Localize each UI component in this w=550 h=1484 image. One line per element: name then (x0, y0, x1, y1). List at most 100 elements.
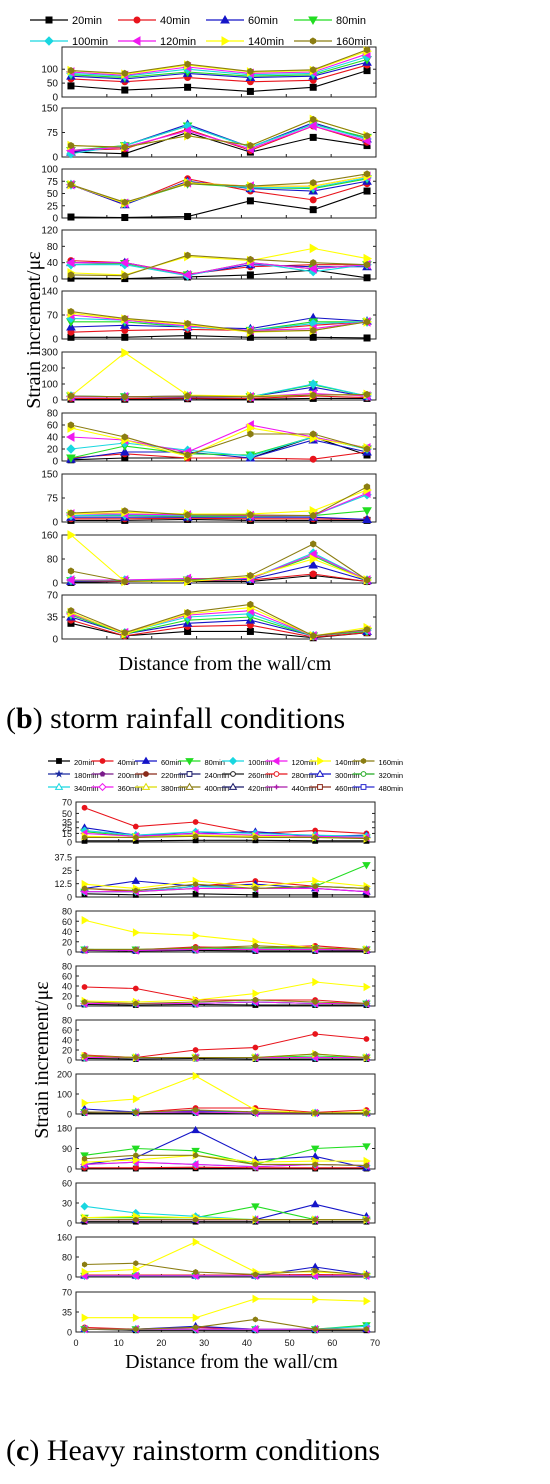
data-point (312, 1051, 318, 1057)
data-point (81, 834, 88, 841)
series-line (70, 439, 368, 460)
data-point (309, 206, 317, 214)
data-point (363, 318, 371, 326)
data-point (252, 1294, 260, 1304)
data-point (363, 483, 371, 491)
data-point (184, 180, 191, 188)
legend-marker (317, 756, 325, 766)
legend-marker (98, 782, 107, 792)
legend-item: 160min (294, 36, 372, 48)
data-point (252, 989, 260, 998)
x-tick-label: 50 (285, 1338, 295, 1348)
y-tick-label: 140 (41, 287, 58, 298)
data-point (312, 876, 320, 886)
x-tick-label: 0 (73, 1338, 78, 1348)
series-line (70, 50, 368, 75)
data-point (192, 819, 199, 825)
series-160min (81, 997, 370, 1007)
series-60min (66, 176, 372, 209)
caption-b: (b) storm rainfall conditions (6, 702, 345, 735)
subplot-frame (75, 1019, 376, 1061)
series-line (70, 53, 368, 76)
legend-marker (309, 37, 317, 45)
series-140min (67, 46, 373, 80)
legend-item: 460min (309, 784, 360, 793)
series-line (70, 311, 368, 333)
subplot-frame (61, 168, 377, 219)
subplot-frame (61, 351, 377, 401)
data-point (81, 984, 88, 990)
caption-c-letter: c (16, 1434, 29, 1467)
data-point (121, 69, 128, 77)
data-point (81, 885, 88, 892)
legend-label: 100min (248, 758, 273, 767)
y-tick-label: 200 (41, 364, 58, 375)
series-line (70, 451, 368, 460)
y-tick-label: 40 (62, 927, 72, 937)
y-tick-label: 0 (67, 948, 72, 958)
legend-label: 380min (161, 784, 186, 793)
y-tick-label: 80 (47, 409, 59, 420)
data-point (121, 314, 128, 323)
y-tick-label: 0 (67, 838, 72, 848)
data-point (67, 67, 75, 75)
legend-item: 340min (48, 782, 99, 793)
series-line (70, 335, 368, 339)
data-point (251, 1203, 260, 1211)
data-point (362, 507, 372, 516)
caption-c-open: ( (6, 1434, 16, 1467)
series-140min (67, 347, 373, 401)
figure-c: 20min 40min 60min 80min 100min 120min 140min 16… (31, 756, 403, 1373)
data-point (184, 392, 191, 400)
data-point (247, 255, 254, 263)
legend-item: 180min (48, 769, 99, 780)
series-line (84, 1262, 367, 1276)
series-line (84, 1057, 367, 1060)
y-tick-label: 0 (52, 214, 58, 225)
y-tick-label: 80 (62, 1253, 72, 1263)
series-100min (66, 173, 372, 209)
legend-label: 460min (335, 784, 360, 793)
data-point (132, 1094, 141, 1104)
data-point (310, 1199, 320, 1208)
x-axis: 0 10 20 30 40 50 60 70 (73, 1338, 380, 1348)
legend-label: 360min (118, 784, 143, 793)
series-160min (67, 46, 371, 77)
series-line (84, 887, 367, 893)
y-tick-label: 60 (62, 1026, 72, 1036)
y-tick-label: 80 (62, 1016, 72, 1026)
series-160min (67, 421, 371, 459)
y-tick-label: 70 (62, 798, 72, 808)
y-tick-label: 30 (62, 1199, 72, 1209)
y-tick-label: 0 (67, 1110, 72, 1120)
caption-b-open: ( (6, 702, 16, 735)
series-140min (67, 485, 373, 519)
series-140min (67, 114, 373, 153)
legend-item: 240min (178, 771, 229, 780)
data-point (182, 270, 192, 280)
data-point (363, 261, 371, 269)
data-point (252, 834, 258, 841)
series-40min (81, 1031, 370, 1061)
data-point (121, 629, 128, 637)
y-tick-label: 37.5 (54, 853, 72, 863)
y-tick-label: 0 (52, 579, 58, 590)
data-point (192, 1047, 199, 1053)
data-point (193, 1107, 199, 1113)
series-line (70, 486, 368, 517)
data-point (81, 1098, 89, 1108)
series-line (84, 1003, 367, 1006)
data-point (193, 999, 199, 1005)
data-point (81, 804, 88, 811)
series-line (70, 552, 368, 581)
series-140min (81, 1294, 371, 1322)
y-tick-label: 35 (47, 613, 59, 624)
y-tick-label: 0 (67, 1328, 72, 1338)
data-point (81, 1155, 88, 1162)
data-point (247, 571, 254, 580)
series-line (70, 49, 368, 74)
data-point (193, 833, 199, 840)
x-tick-label: 60 (327, 1338, 337, 1348)
data-point (310, 540, 317, 548)
